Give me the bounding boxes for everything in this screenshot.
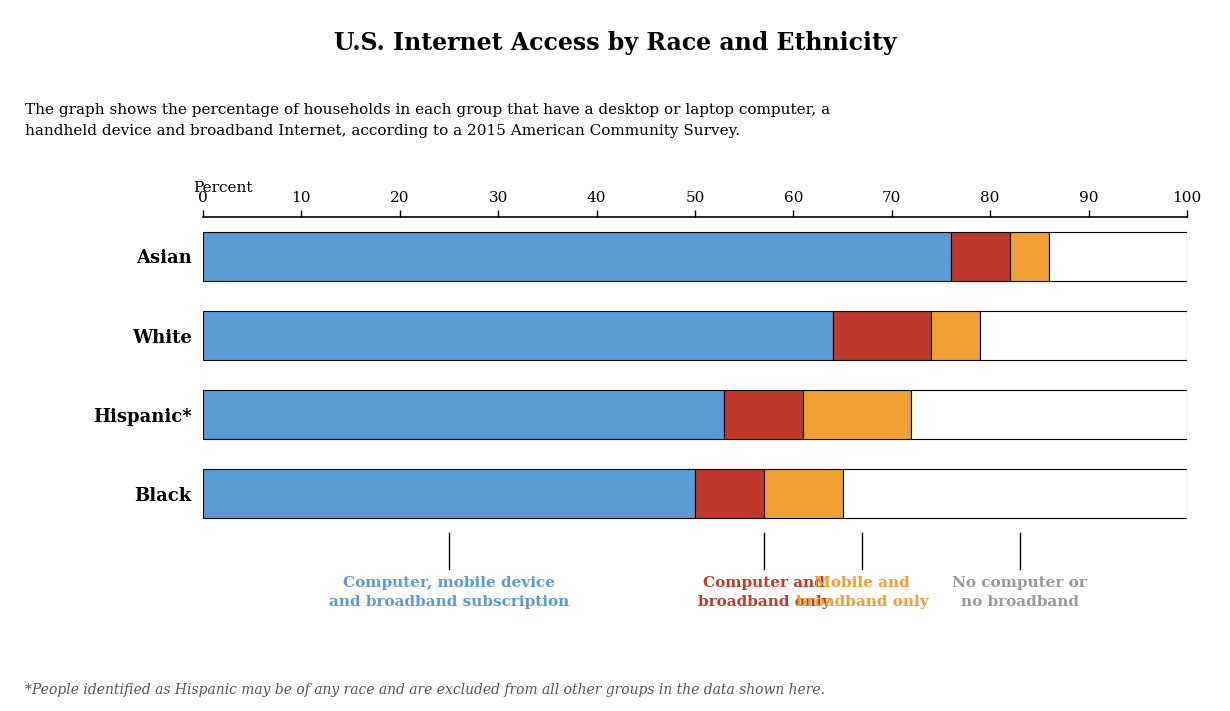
Text: Computer and
broadband only: Computer and broadband only bbox=[697, 576, 830, 609]
Bar bbox=[951, 232, 1010, 281]
Bar bbox=[980, 311, 1187, 360]
Bar bbox=[911, 390, 1187, 439]
Bar bbox=[203, 469, 695, 518]
Bar bbox=[833, 311, 931, 360]
Text: Mobile and
broadband only: Mobile and broadband only bbox=[796, 576, 929, 609]
Bar bbox=[1010, 232, 1049, 281]
Bar bbox=[203, 390, 724, 439]
Text: Computer, mobile device
and broadband subscription: Computer, mobile device and broadband su… bbox=[328, 576, 569, 609]
Bar bbox=[724, 390, 803, 439]
Text: The graph shows the percentage of households in each group that have a desktop o: The graph shows the percentage of househ… bbox=[25, 103, 830, 138]
Text: *People identified as Hispanic may be of any race and are excluded from all othe: *People identified as Hispanic may be of… bbox=[25, 683, 824, 697]
Bar bbox=[764, 469, 843, 518]
Bar bbox=[803, 390, 911, 439]
Bar bbox=[931, 311, 980, 360]
Text: Percent: Percent bbox=[193, 181, 252, 195]
Text: U.S. Internet Access by Race and Ethnicity: U.S. Internet Access by Race and Ethnici… bbox=[333, 31, 897, 55]
Text: No computer or
no broadband: No computer or no broadband bbox=[952, 576, 1087, 609]
Bar bbox=[203, 232, 951, 281]
Bar bbox=[203, 311, 833, 360]
Bar bbox=[1049, 232, 1187, 281]
Bar bbox=[695, 469, 764, 518]
Bar bbox=[843, 469, 1187, 518]
